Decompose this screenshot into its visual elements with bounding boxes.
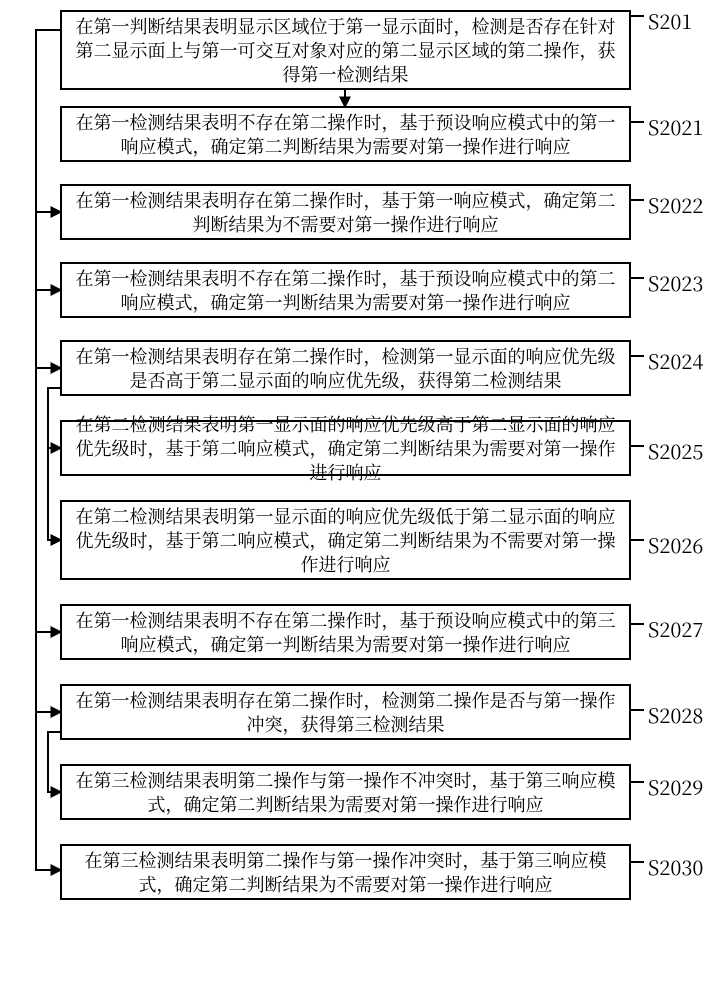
- flow-node-text: 在第一检测结果表明不存在第二操作时，基于预设响应模式中的第三响应模式，确定第一判…: [72, 608, 619, 657]
- edge-e2028_mid: [48, 732, 60, 792]
- flow-node-n2030: 在第三检测结果表明第二操作与第一操作冲突时，基于第三响应模式，确定第二判断结果为…: [60, 844, 631, 900]
- flow-node-n2027: 在第一检测结果表明不存在第二操作时，基于预设响应模式中的第三响应模式，确定第一判…: [60, 604, 631, 660]
- flow-node-n2025: 在第二检测结果表明第一显示面的响应优先级高于第二显示面的响应优先级时，基于第二响…: [60, 420, 631, 476]
- flow-node-n2021: 在第一检测结果表明不存在第二操作时，基于预设响应模式中的第一响应模式，确定第二判…: [60, 106, 631, 162]
- flow-node-text: 在第三检测结果表明第二操作与第一操作不冲突时，基于第三响应模式，确定第二判断结果…: [72, 768, 619, 817]
- flow-node-n2028: 在第一检测结果表明存在第二操作时，检测第二操作是否与第一操作冲突，获得第三检测结…: [60, 684, 631, 740]
- step-label-l2026: S2026: [648, 530, 703, 559]
- step-label-l2030: S2030: [648, 852, 703, 881]
- flow-node-text: 在第一判断结果表明显示区域位于第一显示面时，检测是否存在针对第二显示面上与第一可…: [72, 14, 619, 87]
- flow-node-n2023: 在第一检测结果表明不存在第二操作时，基于预设响应模式中的第二响应模式，确定第一判…: [60, 262, 631, 318]
- step-label-l2025: S2025: [648, 436, 703, 465]
- step-label-l2022: S2022: [648, 190, 703, 219]
- flow-node-n2022: 在第一检测结果表明存在第二操作时，基于第一响应模式，确定第二判断结果为不需要对第…: [60, 184, 631, 240]
- flow-node-text: 在第一检测结果表明不存在第二操作时，基于预设响应模式中的第一响应模式，确定第二判…: [72, 110, 619, 159]
- flow-node-text: 在第三检测结果表明第二操作与第一操作冲突时，基于第三响应模式，确定第二判断结果为…: [72, 848, 619, 897]
- step-label-l2024: S2024: [648, 346, 703, 375]
- flow-node-text: 在第二检测结果表明第一显示面的响应优先级低于第二显示面的响应优先级时，基于第二响…: [72, 504, 619, 577]
- step-label-l2029: S2029: [648, 772, 703, 801]
- flow-node-text: 在第二检测结果表明第一显示面的响应优先级高于第二显示面的响应优先级时，基于第二响…: [72, 412, 619, 485]
- edge-e201_left: [36, 30, 60, 870]
- edge-e2024_mid: [48, 388, 60, 540]
- flow-node-n2024: 在第一检测结果表明存在第二操作时，检测第一显示面的响应优先级是否高于第二显示面的…: [60, 340, 631, 396]
- flow-node-text: 在第一检测结果表明不存在第二操作时，基于预设响应模式中的第二响应模式，确定第一判…: [72, 266, 619, 315]
- flow-node-n2026: 在第二检测结果表明第一显示面的响应优先级低于第二显示面的响应优先级时，基于第二响…: [60, 500, 631, 580]
- flow-node-text: 在第一检测结果表明存在第二操作时，检测第二操作是否与第一操作冲突，获得第三检测结…: [72, 688, 619, 737]
- step-label-l2023: S2023: [648, 268, 703, 297]
- step-label-l2021: S2021: [648, 112, 703, 141]
- step-label-l2027: S2027: [648, 614, 703, 643]
- step-label-l2028: S2028: [648, 700, 703, 729]
- flow-node-text: 在第一检测结果表明存在第二操作时，检测第一显示面的响应优先级是否高于第二显示面的…: [72, 344, 619, 393]
- step-label-l201: S201: [648, 6, 692, 35]
- flow-node-n201: 在第一判断结果表明显示区域位于第一显示面时，检测是否存在针对第二显示面上与第一可…: [60, 10, 631, 90]
- flowchart-canvas: 在第一判断结果表明显示区域位于第一显示面时，检测是否存在针对第二显示面上与第一可…: [0, 0, 722, 1000]
- flow-node-n2029: 在第三检测结果表明第二操作与第一操作不冲突时，基于第三响应模式，确定第二判断结果…: [60, 764, 631, 820]
- flow-node-text: 在第一检测结果表明存在第二操作时，基于第一响应模式，确定第二判断结果为不需要对第…: [72, 188, 619, 237]
